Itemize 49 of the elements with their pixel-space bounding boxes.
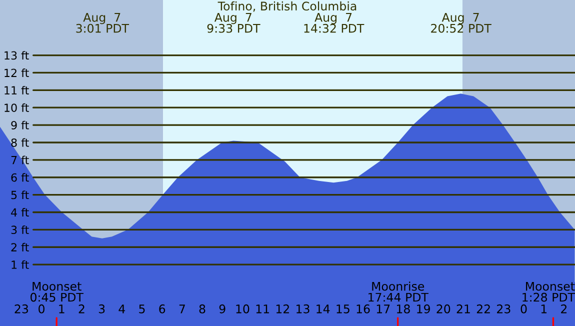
y-tick-label: 3 ft [11,225,29,234]
x-tick-label: 18 [396,304,410,314]
y-tick-label: 9 ft [11,120,29,130]
y-tick-label: 4 ft [11,208,29,216]
x-tick-label: 0 [38,304,44,314]
x-tick-label: 11 [256,304,269,314]
x-tick-label: 10 [236,304,250,314]
x-tick-label: 19 [417,304,430,314]
y-tick-label: 11 ft [4,86,29,94]
chart-title: Tofino, British Columbia [218,1,356,12]
x-tick-label: 23 [497,304,510,314]
ref-line-label: Moonset 0:45 PDT [30,282,84,302]
y-tick-label: 2 ft [11,242,29,252]
y-tick-label: 10 ft [4,103,29,112]
annotation: Aug 7 20:52 PDT [431,13,492,33]
x-tick-label: 13 [296,304,310,314]
x-tick-label: 3 [98,304,105,314]
x-tick-label: 21 [456,304,470,314]
x-tick-label: 14 [316,304,330,314]
ref-line-label: Moonrise 17:44 PDT [368,282,428,302]
x-tick-label: 2 [561,304,567,314]
y-tick-label: 12 ft [4,68,29,77]
x-tick-label: 17 [376,304,390,314]
y-tick-label: 7 ft [11,156,29,164]
x-tick-label: 5 [139,304,145,314]
x-tick-label: 4 [118,304,125,314]
y-tick-label: 6 ft [11,173,29,182]
x-tick-label: 15 [336,304,350,314]
y-tick-label: 13 ft [4,51,29,60]
annotation: Aug 7 14:32 PDT [304,13,364,33]
y-tick-label: 5 ft [11,190,29,200]
x-tick-label: 0 [520,304,527,314]
annotation: Aug 7 3:01 PDT [76,13,130,33]
x-tick-label: 2 [78,304,84,314]
x-tick-label: 12 [276,304,289,314]
x-tick-label: 23 [14,304,28,314]
x-tick-label: 8 [199,304,206,314]
x-tick-label: 22 [476,304,490,314]
y-tick-label: 1 ft [12,260,29,269]
x-tick-label: 20 [436,304,450,314]
x-tick-label: 1 [541,304,547,314]
x-tick-label: 1 [59,304,64,314]
annotation: Aug 7 9:33 PDT [207,13,260,33]
x-tick-label: 7 [179,304,185,314]
x-tick-label: 9 [219,304,226,314]
ref-line-label: Moonset 1:28 PDT [522,282,575,302]
x-tick-label: 6 [159,304,166,314]
y-tick-label: 8 ft [11,138,29,147]
x-tick-label: 16 [356,304,370,314]
